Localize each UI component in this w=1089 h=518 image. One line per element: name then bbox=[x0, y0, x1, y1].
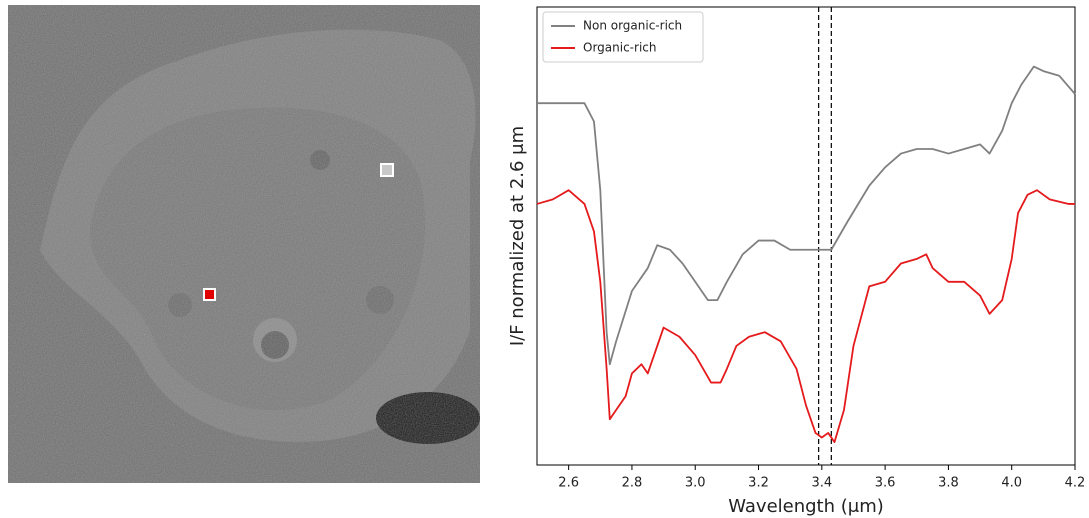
x-tick-label: 4.0 bbox=[1001, 476, 1022, 491]
x-tick-label: 2.6 bbox=[558, 476, 579, 491]
x-tick-label: 3.0 bbox=[685, 476, 706, 491]
y-axis-label: I/F normalized at 2.6 μm bbox=[507, 126, 528, 346]
data-line bbox=[536, 189, 1075, 444]
data-line bbox=[537, 65, 1076, 366]
x-tick-label: 3.8 bbox=[938, 476, 959, 491]
x-tick-label: 3.6 bbox=[875, 476, 896, 491]
plot-frame bbox=[536, 6, 1076, 466]
legend-label: Organic-rich bbox=[583, 41, 656, 55]
legend-label: Non organic-rich bbox=[583, 19, 682, 33]
x-tick-label: 4.2 bbox=[1065, 476, 1086, 491]
surface-image bbox=[8, 5, 480, 483]
x-axis-label: Wavelength (μm) bbox=[728, 496, 884, 517]
legend-box bbox=[542, 11, 704, 63]
x-tick-label: 3.4 bbox=[811, 476, 832, 491]
x-tick-label: 3.2 bbox=[748, 476, 769, 491]
x-tick-label: 2.8 bbox=[622, 476, 643, 491]
